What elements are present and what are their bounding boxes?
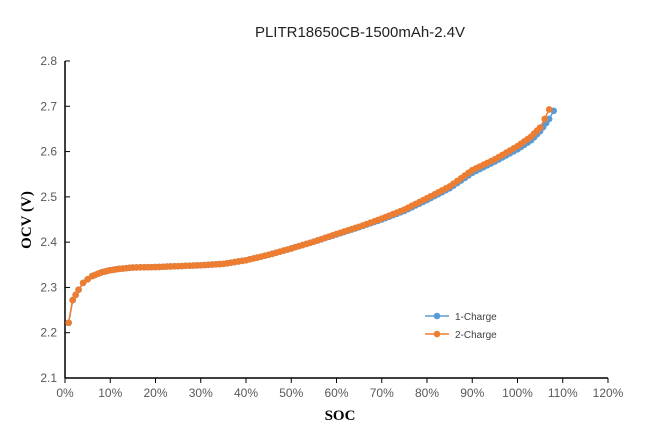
y-tick-label: 2.8	[40, 54, 57, 68]
legend-label: 2-Charge	[455, 330, 497, 341]
y-tick-label: 2.3	[40, 280, 57, 294]
data-point	[69, 296, 76, 304]
series-line-2-Charge	[67, 109, 550, 323]
legend-marker	[433, 330, 441, 338]
data-point	[65, 319, 72, 327]
x-tick-label: 20%	[143, 386, 167, 400]
chart-title: PLITR18650CB-1500mAh-2.4V	[255, 24, 465, 41]
y-tick-label: 2.6	[40, 145, 57, 159]
x-tick-label: 50%	[279, 386, 303, 400]
data-point	[545, 106, 553, 113]
y-axis-label: OCV (V)	[19, 191, 35, 249]
x-tick-label: 40%	[234, 386, 258, 400]
data-point	[536, 124, 544, 131]
x-tick-label: 70%	[370, 386, 394, 400]
x-tick-label: 10%	[98, 386, 122, 400]
data-point	[541, 115, 548, 123]
x-tick-label: 0%	[56, 386, 74, 400]
legend-marker	[433, 312, 441, 320]
data-point	[75, 286, 82, 293]
series-line-1-Charge	[67, 110, 555, 323]
data-point	[72, 291, 79, 299]
y-tick-label: 2.4	[40, 235, 57, 249]
legend-label: 1-Charge	[455, 312, 497, 323]
x-tick-label: 60%	[324, 386, 348, 400]
x-tick-label: 90%	[460, 386, 484, 400]
x-axis-label: SOC	[325, 408, 356, 424]
x-tick-label: 110%	[548, 386, 578, 400]
x-tick-label: 100%	[502, 386, 533, 400]
data-point	[79, 279, 87, 287]
x-tick-label: 80%	[415, 386, 439, 400]
y-tick-label: 2.7	[40, 99, 57, 113]
x-tick-label: 120%	[593, 386, 624, 400]
y-tick-label: 2.5	[40, 190, 57, 204]
y-tick-label: 2.1	[40, 371, 57, 385]
x-tick-label: 30%	[189, 386, 213, 400]
data-point	[545, 115, 553, 123]
y-tick-label: 2.2	[40, 326, 57, 340]
